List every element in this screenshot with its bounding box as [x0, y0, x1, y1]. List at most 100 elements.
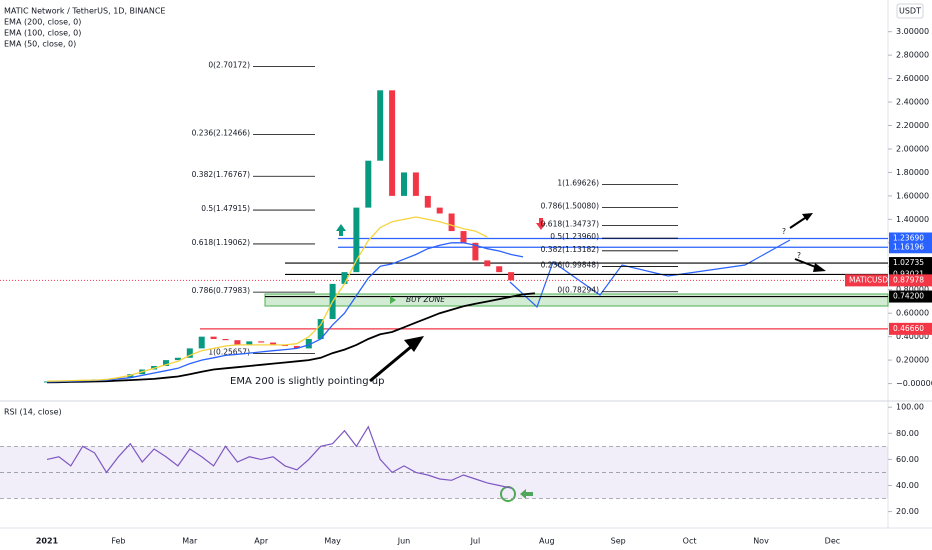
legend-entry: EMA (100, close, 0): [4, 29, 81, 38]
question-mark: ?: [782, 227, 786, 236]
candle: [317, 319, 324, 340]
chart-title: MATIC Network / TetherUS, 1D, BINANCE: [4, 7, 165, 16]
rsi-y-tick-label: 100.00: [896, 403, 924, 412]
x-tick-label: Sep: [611, 537, 626, 546]
y-tick-label: 2.00000: [896, 144, 929, 153]
fib-label: 0.236(2.12466): [192, 128, 250, 137]
buy-zone-box: [264, 293, 889, 307]
symbol-tag: [845, 274, 888, 287]
candle: [246, 341, 253, 345]
question-mark: ?: [797, 251, 801, 260]
rsi-title: RSI (14, close): [4, 408, 62, 417]
rsi-y-tick-label: 40.00: [896, 481, 919, 490]
candle: [293, 346, 300, 349]
y-tick-label: 3.00000: [896, 27, 929, 36]
candle: [412, 172, 419, 196]
y-tick-label: 0.20000: [896, 356, 929, 365]
arrow-down-head: [813, 263, 826, 272]
y-tick-label: 0.80000: [896, 285, 929, 294]
x-tick-label: Feb: [111, 537, 125, 546]
fib-label: 0(0.78294): [557, 286, 599, 295]
legend-entry: EMA (200, close, 0): [4, 18, 81, 27]
price-tag-label: 0.46660: [893, 324, 924, 333]
up-arrow-icon: [336, 224, 346, 236]
fib-label: 0.382(1.76767): [192, 170, 250, 179]
unit-box: [896, 3, 924, 19]
legend-entry: EMA (50, close, 0): [4, 40, 76, 49]
x-tick-label: Mar: [182, 537, 198, 546]
buy-zone-label: BUY ZONE: [406, 295, 445, 304]
fib-label: 0.382(1.13182): [541, 245, 599, 254]
fib-label: 0.786(0.77983): [192, 286, 250, 295]
buy-zone-arrow: [390, 296, 396, 304]
candle: [186, 348, 193, 358]
ema-line: [46, 292, 535, 384]
rsi-line: [46, 425, 512, 489]
symbol-tag-label: MATICUSDT: [849, 275, 893, 284]
candle: [270, 342, 277, 345]
candle: [234, 340, 241, 345]
projection-path: [509, 239, 791, 309]
arrow-up-head: [802, 213, 813, 221]
last-price-tag: [889, 274, 932, 287]
x-tick-label: 2021: [36, 537, 59, 546]
price-tag-label: 0.93021: [893, 269, 924, 278]
y-tick-label: 0.40000: [896, 332, 929, 341]
x-tick-label: Jun: [397, 537, 411, 546]
y-tick-label: 2.20000: [896, 121, 929, 130]
candle: [472, 242, 479, 261]
last-price-label: 0.87978: [893, 275, 924, 284]
candle: [163, 360, 169, 366]
y-tick-label: 2.80000: [896, 51, 929, 60]
candle: [198, 336, 205, 349]
candle: [448, 213, 455, 232]
ema-arrow-head: [404, 336, 424, 352]
candle: [174, 357, 181, 361]
fib-label: 1(0.25657): [208, 347, 250, 356]
price-tag: [889, 290, 932, 303]
y-tick-label: −0.00000: [896, 379, 932, 388]
x-tick-label: Dec: [825, 537, 840, 546]
candle: [401, 172, 407, 196]
price-tag-label: 1.23690: [893, 233, 924, 242]
annotation: EMA 200 is slightly pointing up: [230, 376, 384, 387]
x-tick-label: Aug: [539, 537, 555, 546]
y-tick-label: 0.60000: [896, 309, 929, 318]
fib-label: 0.618(1.34737): [541, 220, 599, 229]
y-tick-label: 2.60000: [896, 74, 929, 83]
x-tick-label: May: [324, 537, 341, 546]
x-tick-label: Oct: [683, 537, 697, 546]
rsi-y-tick-label: 60.00: [896, 455, 919, 464]
fib-label: 0.5(1.23960): [550, 232, 599, 241]
candle: [341, 272, 348, 284]
fib-label: 0.618(1.19062): [192, 238, 250, 247]
rsi-arrow: [520, 489, 533, 499]
candle: [222, 339, 229, 341]
fib-label: 1(1.69626): [557, 179, 599, 188]
y-tick-label: 1.40000: [896, 215, 929, 224]
x-tick-label: Apr: [254, 537, 269, 546]
rsi-y-tick-label: 20.00: [896, 507, 919, 516]
candle: [508, 272, 515, 281]
candle: [258, 341, 265, 343]
candle: [460, 231, 467, 243]
price-tag-label: 1.02735: [893, 258, 924, 267]
candle: [353, 207, 360, 273]
candle: [389, 90, 396, 196]
x-tick-label: Nov: [753, 537, 769, 546]
candle: [377, 90, 384, 161]
ema-line: [46, 216, 488, 382]
ema-arrow-line: [369, 344, 413, 383]
price-tag: [889, 257, 932, 270]
y-tick-label: 2.40000: [896, 98, 929, 107]
y-tick-label: 1.60000: [896, 191, 929, 200]
ema-line: [46, 242, 524, 383]
y-tick-label: 1.80000: [896, 168, 929, 177]
down-arrow-icon: [536, 218, 546, 230]
candle: [365, 160, 372, 208]
price-tag-label: 0.74200: [893, 292, 924, 301]
candle: [496, 266, 503, 273]
price-tag: [889, 241, 932, 254]
fib-label: 0(2.70172): [208, 61, 250, 70]
